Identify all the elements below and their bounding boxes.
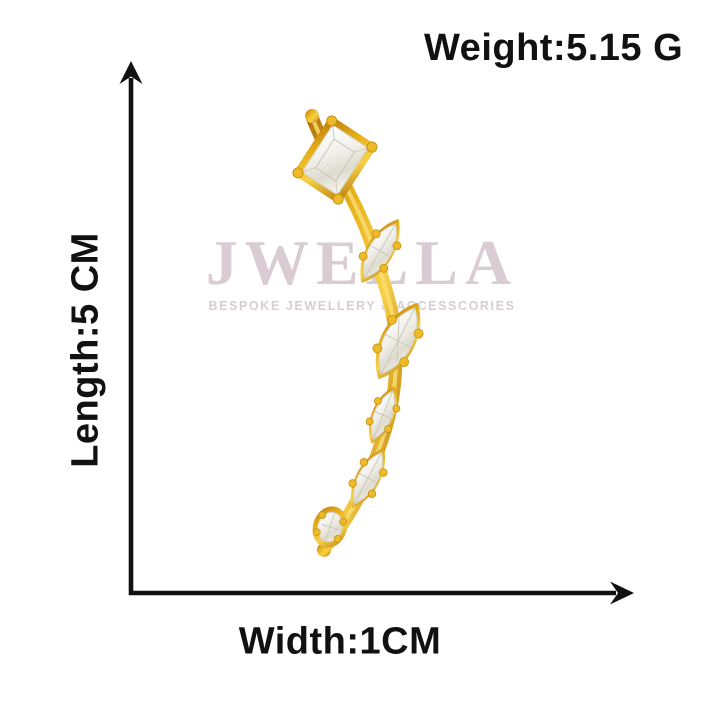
watermark-tagline-text: BESPOKE JEWELLERY & ACCESSCORIES bbox=[208, 299, 516, 313]
stone-marquise-1 bbox=[358, 218, 402, 284]
watermark: JWELLA BESPOKE JEWELLERY & ACCESSCORIES bbox=[206, 231, 518, 314]
length-label: Length:5 CM bbox=[64, 232, 107, 468]
stone-marquise-2 bbox=[372, 302, 424, 380]
stone-marquise-4 bbox=[348, 447, 388, 509]
length-axis-arrow bbox=[119, 61, 143, 595]
stone-round-end bbox=[312, 506, 348, 548]
jewelry-ear-climber bbox=[292, 109, 424, 557]
width-label: Width:1CM bbox=[238, 620, 442, 663]
width-axis-arrow bbox=[129, 581, 634, 605]
stone-emerald-cut bbox=[292, 115, 378, 205]
watermark-brand-text: JWELLA bbox=[206, 231, 518, 295]
stone-marquise-3 bbox=[365, 386, 401, 444]
weight-label: Weight:5.15 G bbox=[424, 27, 684, 69]
